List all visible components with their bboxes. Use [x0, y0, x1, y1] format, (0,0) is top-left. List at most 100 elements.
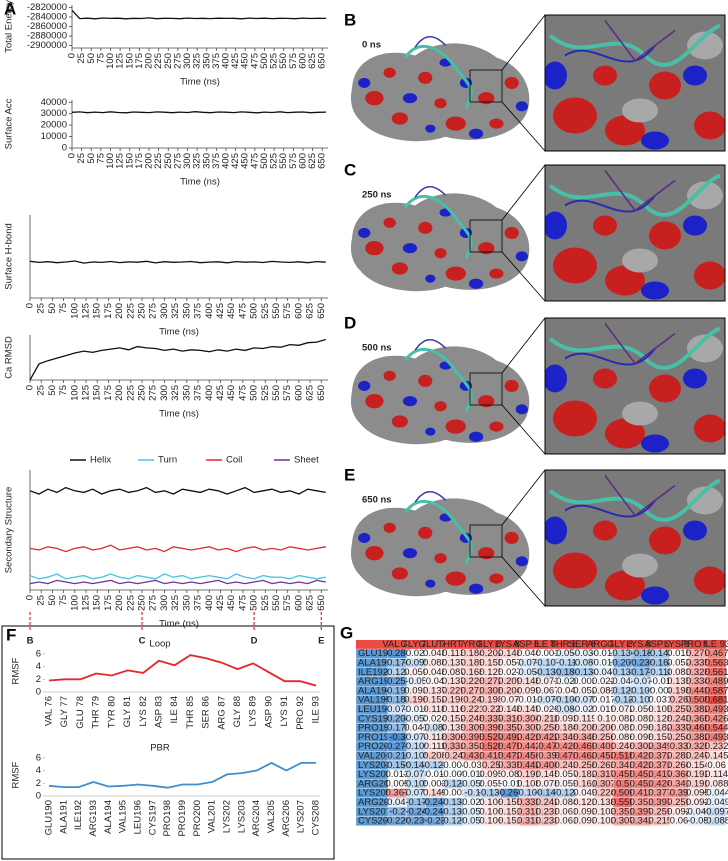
x-tick-label: LYS207: [296, 800, 307, 833]
x-tick-label: 50: [47, 595, 58, 606]
cell-label: 0.382: [686, 732, 710, 743]
cell-label: -0.021: [403, 648, 430, 659]
x-tick-label: 75: [58, 303, 69, 314]
cell-label: 0.357: [498, 723, 522, 734]
cell-label: 0.005: [385, 778, 409, 789]
cell-label: 0.233: [536, 816, 560, 827]
zoom-box: [469, 69, 503, 103]
cell-label: 0.093: [554, 713, 578, 724]
y-axis-label: RMSF: [11, 657, 22, 684]
cell-label: 0.372: [648, 750, 672, 761]
x-tick-label: LYS202: [222, 800, 233, 833]
marker-label: D: [251, 636, 258, 647]
column-header-bg: [481, 640, 501, 649]
x-tick-label: 250: [137, 595, 148, 611]
x-tick-label: 0: [25, 303, 36, 308]
x-tick-label: 375: [193, 385, 204, 401]
x-tick-label: 650: [317, 153, 328, 169]
cell-label: -0.047: [384, 797, 411, 808]
cell-label: 0.272: [479, 676, 503, 687]
cell-label: 0.232: [705, 741, 728, 752]
y-axis-label: Surface H-bond: [4, 223, 15, 290]
cell-label: 0.443: [686, 685, 710, 696]
y-tick-label: 2: [36, 674, 41, 685]
y-tick-label: -2840000: [27, 11, 67, 22]
cell-label: -0.132: [440, 797, 467, 808]
cell-label: -0.129: [440, 816, 467, 827]
column-header: GLY 77: [400, 639, 431, 650]
cell-label: 0.154: [686, 760, 710, 771]
cell-label: -0.109: [628, 685, 655, 696]
cell-label: -0.136: [609, 648, 636, 659]
x-tick-label: 350: [181, 385, 192, 401]
x-tick-label: 650: [316, 595, 327, 611]
cell-label: -0.053: [403, 713, 430, 724]
column-header: PRO 92: [681, 639, 715, 650]
x-tick-label: 625: [307, 153, 318, 169]
x-tick-label: 100: [69, 595, 80, 611]
cell-label: -0.124: [384, 667, 411, 678]
marker-label: B: [27, 636, 34, 647]
cell-label: 0.22: [482, 704, 501, 715]
row-header: PRO200: [358, 741, 394, 752]
cell-label: 0.095: [479, 769, 503, 780]
x-tick-label: 100: [105, 153, 116, 169]
cell-label: 0.492: [498, 732, 522, 743]
x-tick-label: LYS203: [236, 800, 247, 833]
cell-label: -0.097: [703, 806, 728, 817]
zoom-box: [469, 524, 503, 558]
cell-label: 0.108: [517, 778, 541, 789]
cell-label: 0.088: [705, 778, 728, 789]
x-tick-label: 425: [215, 303, 226, 319]
x-tick-label: VAL205: [266, 800, 277, 833]
cell-label: 0.317: [592, 769, 616, 780]
cell-label: -0.2: [389, 806, 405, 817]
x-tick-label: LYS 91: [279, 696, 290, 726]
cell-label: 0.041: [404, 723, 428, 734]
cell-label: -0.211: [384, 750, 410, 761]
cell-label: -0.088: [703, 816, 728, 827]
cell-label: 0.198: [667, 685, 691, 696]
cell-label: 0.561: [705, 667, 728, 678]
cell-label: 0.048: [423, 667, 447, 678]
cell-label: -0.072: [384, 704, 411, 715]
cell-label: -0.132: [440, 806, 467, 817]
x-tick-label: 300: [159, 385, 170, 401]
cell-label: 0.155: [498, 797, 522, 808]
cell-label: 0.421: [517, 732, 541, 743]
cell-label: -0.11: [556, 657, 577, 668]
cell-label: 0.331: [442, 741, 466, 752]
cell-label: 0.182: [573, 769, 597, 780]
x-tick-label: 525: [269, 53, 280, 69]
x-tick-label: PRO199: [177, 800, 188, 836]
cell-label: 0.398: [479, 723, 503, 734]
cell-label: 0.152: [442, 713, 466, 724]
cell-label: 0.365: [686, 713, 710, 724]
cell-label: 0.475: [498, 741, 522, 752]
cell-label: -0.057: [459, 816, 486, 827]
x-tick-label: 150: [92, 303, 103, 319]
x-tick-label: 550: [278, 153, 289, 169]
cell-label: 0.335: [498, 760, 522, 771]
x-tick-label: 375: [211, 153, 222, 169]
zoom-connector: [501, 404, 546, 455]
x-tick-label: 575: [282, 303, 293, 319]
cell-label: -0.267: [497, 788, 524, 799]
x-tick-label: ASP 83: [153, 696, 164, 728]
cell-label: -0.101: [628, 695, 655, 706]
column-header: LYS 89: [626, 639, 656, 650]
cell-label: 0.003: [423, 778, 447, 789]
cell-label: -0.191: [384, 685, 411, 696]
x-tick-label: LYS 89: [248, 696, 259, 726]
cell-label: -0.105: [403, 741, 430, 752]
row-header: LYS203: [358, 769, 391, 780]
cell-label: 0.681: [705, 695, 728, 706]
series-line: [29, 260, 326, 264]
legend-label: Turn: [158, 455, 177, 466]
cell-label: 0.563: [705, 657, 728, 668]
cell-label: -0.044: [703, 788, 728, 799]
cell-label: 0.349: [648, 741, 672, 752]
cell-label: 0.03: [463, 760, 482, 771]
x-tick-label: 600: [293, 595, 304, 611]
legend-label: Coil: [226, 455, 242, 466]
